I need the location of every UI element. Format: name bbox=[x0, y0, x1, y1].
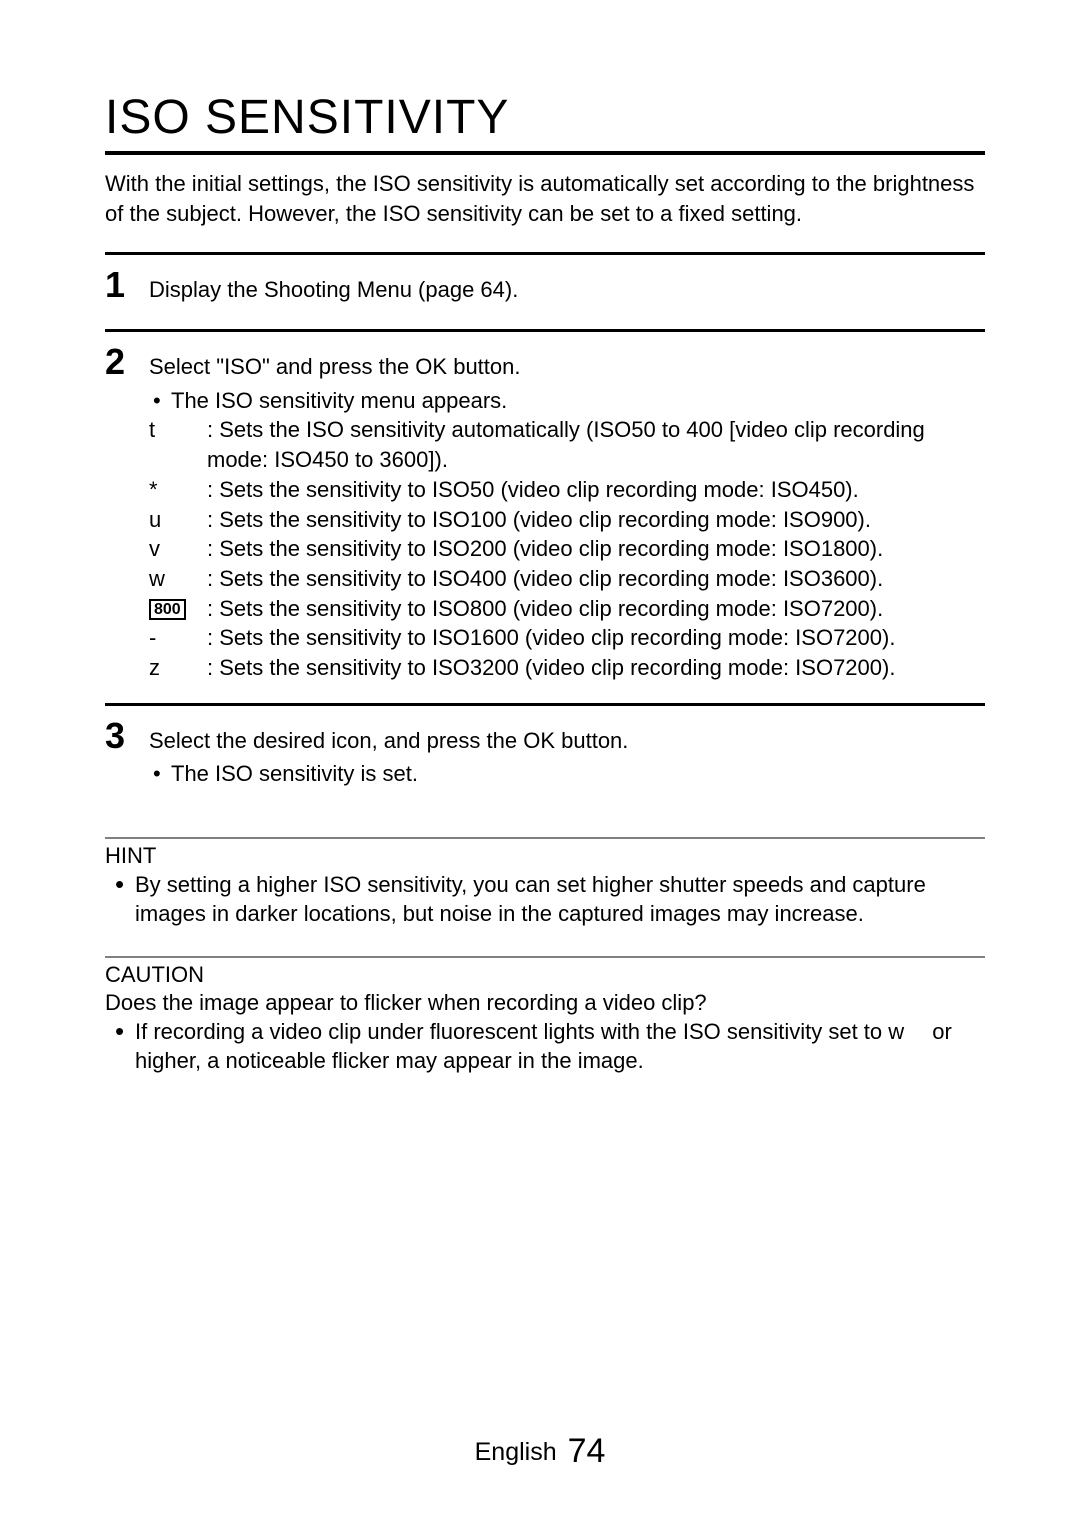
caution-body: • If recording a video clip under fluore… bbox=[105, 1018, 985, 1075]
iso-text: : Sets the sensitivity to ISO100 (video … bbox=[207, 505, 985, 535]
iso-symbol: * bbox=[149, 475, 207, 505]
caution-text: If recording a video clip under fluoresc… bbox=[135, 1019, 952, 1073]
iso-symbol: - bbox=[149, 623, 207, 653]
iso-row: u : Sets the sensitivity to ISO100 (vide… bbox=[149, 505, 985, 535]
intro-paragraph: With the initial settings, the ISO sensi… bbox=[105, 169, 985, 228]
iso-text: : Sets the ISO sensitivity automatically… bbox=[207, 415, 985, 474]
iso-text: : Sets the sensitivity to ISO3200 (video… bbox=[207, 653, 985, 683]
iso-row: * : Sets the sensitivity to ISO50 (video… bbox=[149, 475, 985, 505]
step-head: Select "ISO" and press the OK button. bbox=[149, 352, 985, 382]
iso-text: : Sets the sensitivity to ISO800 (video … bbox=[207, 594, 985, 624]
document-page: ISO SENSITIVITY With the initial setting… bbox=[0, 0, 1080, 1521]
hint-body: • By setting a higher ISO sensitivity, y… bbox=[105, 871, 985, 928]
iso-row: z : Sets the sensitivity to ISO3200 (vid… bbox=[149, 653, 985, 683]
page-footer: English 74 bbox=[0, 1432, 1080, 1471]
iso-text: : Sets the sensitivity to ISO200 (video … bbox=[207, 534, 985, 564]
caution-rule bbox=[105, 956, 985, 958]
iso-row: 800 : Sets the sensitivity to ISO800 (vi… bbox=[149, 594, 985, 624]
page-title: ISO SENSITIVITY bbox=[105, 90, 985, 145]
step-body: Display the Shooting Menu (page 64). bbox=[149, 269, 985, 309]
step-body: Select "ISO" and press the OK button. Th… bbox=[149, 346, 985, 683]
step-2: 2 Select "ISO" and press the OK button. … bbox=[105, 329, 985, 703]
iso-box-icon: 800 bbox=[149, 599, 186, 621]
caution-subtitle: Does the image appear to flicker when re… bbox=[105, 990, 985, 1016]
iso-row: t : Sets the ISO sensitivity automatical… bbox=[149, 415, 985, 474]
iso-text: : Sets the sensitivity to ISO1600 (video… bbox=[207, 623, 985, 653]
footer-language: English bbox=[475, 1438, 557, 1466]
iso-row: w : Sets the sensitivity to ISO400 (vide… bbox=[149, 564, 985, 594]
iso-symbol: v bbox=[149, 534, 207, 564]
step-bullet: The ISO sensitivity is set. bbox=[149, 759, 985, 789]
iso-symbol: u bbox=[149, 505, 207, 535]
step-number: 1 bbox=[105, 267, 149, 303]
steps-list: 1 Display the Shooting Menu (page 64). 2… bbox=[105, 252, 985, 809]
bullet-icon: • bbox=[115, 871, 124, 897]
title-rule bbox=[105, 151, 985, 155]
iso-row: v : Sets the sensitivity to ISO200 (vide… bbox=[149, 534, 985, 564]
iso-text: : Sets the sensitivity to ISO400 (video … bbox=[207, 564, 985, 594]
hint-rule bbox=[105, 837, 985, 839]
hint-title: HINT bbox=[105, 843, 985, 869]
step-number: 3 bbox=[105, 718, 149, 754]
step-head: Select the desired icon, and press the O… bbox=[149, 726, 985, 756]
iso-symbol: z bbox=[149, 653, 207, 683]
hint-text: By setting a higher ISO sensitivity, you… bbox=[135, 872, 926, 926]
step-3: 3 Select the desired icon, and press the… bbox=[105, 703, 985, 809]
iso-symbol: w bbox=[149, 564, 207, 594]
step-1: 1 Display the Shooting Menu (page 64). bbox=[105, 252, 985, 329]
step-body: Select the desired icon, and press the O… bbox=[149, 720, 985, 789]
step-bullet: The ISO sensitivity menu appears. bbox=[149, 386, 985, 416]
iso-text: : Sets the sensitivity to ISO50 (video c… bbox=[207, 475, 985, 505]
caution-title: CAUTION bbox=[105, 962, 985, 988]
step-number: 2 bbox=[105, 344, 149, 380]
bullet-icon: • bbox=[115, 1018, 124, 1044]
footer-page-number: 74 bbox=[568, 1432, 606, 1470]
step-head: Display the Shooting Menu (page 64). bbox=[149, 275, 985, 305]
iso-row: - : Sets the sensitivity to ISO1600 (vid… bbox=[149, 623, 985, 653]
iso-symbol: 800 bbox=[149, 594, 207, 624]
iso-symbol: t bbox=[149, 415, 207, 474]
